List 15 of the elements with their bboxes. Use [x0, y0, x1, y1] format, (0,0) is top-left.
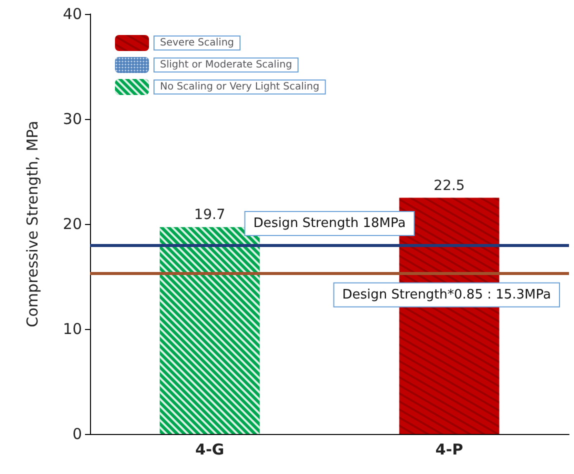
legend-label: No Scaling or Very Light Scaling [160, 82, 320, 92]
y-tick-label: 30 [62, 110, 82, 128]
legend-label: Severe Scaling [160, 38, 234, 48]
y-tick-label: 10 [62, 320, 82, 338]
y-tick-label: 0 [72, 425, 82, 443]
x-tick-label: 4-P [435, 440, 464, 458]
ref-line-label: Design Strength*0.85 : 15.3MPa [342, 287, 551, 302]
y-tick-label: 20 [62, 215, 82, 233]
data-label: 19.7 [194, 207, 226, 224]
y-tick-label: 40 [62, 5, 82, 23]
data-label: 22.5 [434, 178, 465, 194]
ref-line-label: Design Strength 18MPa [253, 216, 406, 231]
y-axis-title: Compressive Strength, MPa [24, 120, 42, 328]
legend-label: Slight or Moderate Scaling [160, 60, 292, 70]
x-tick-label: 4-G [195, 440, 224, 458]
